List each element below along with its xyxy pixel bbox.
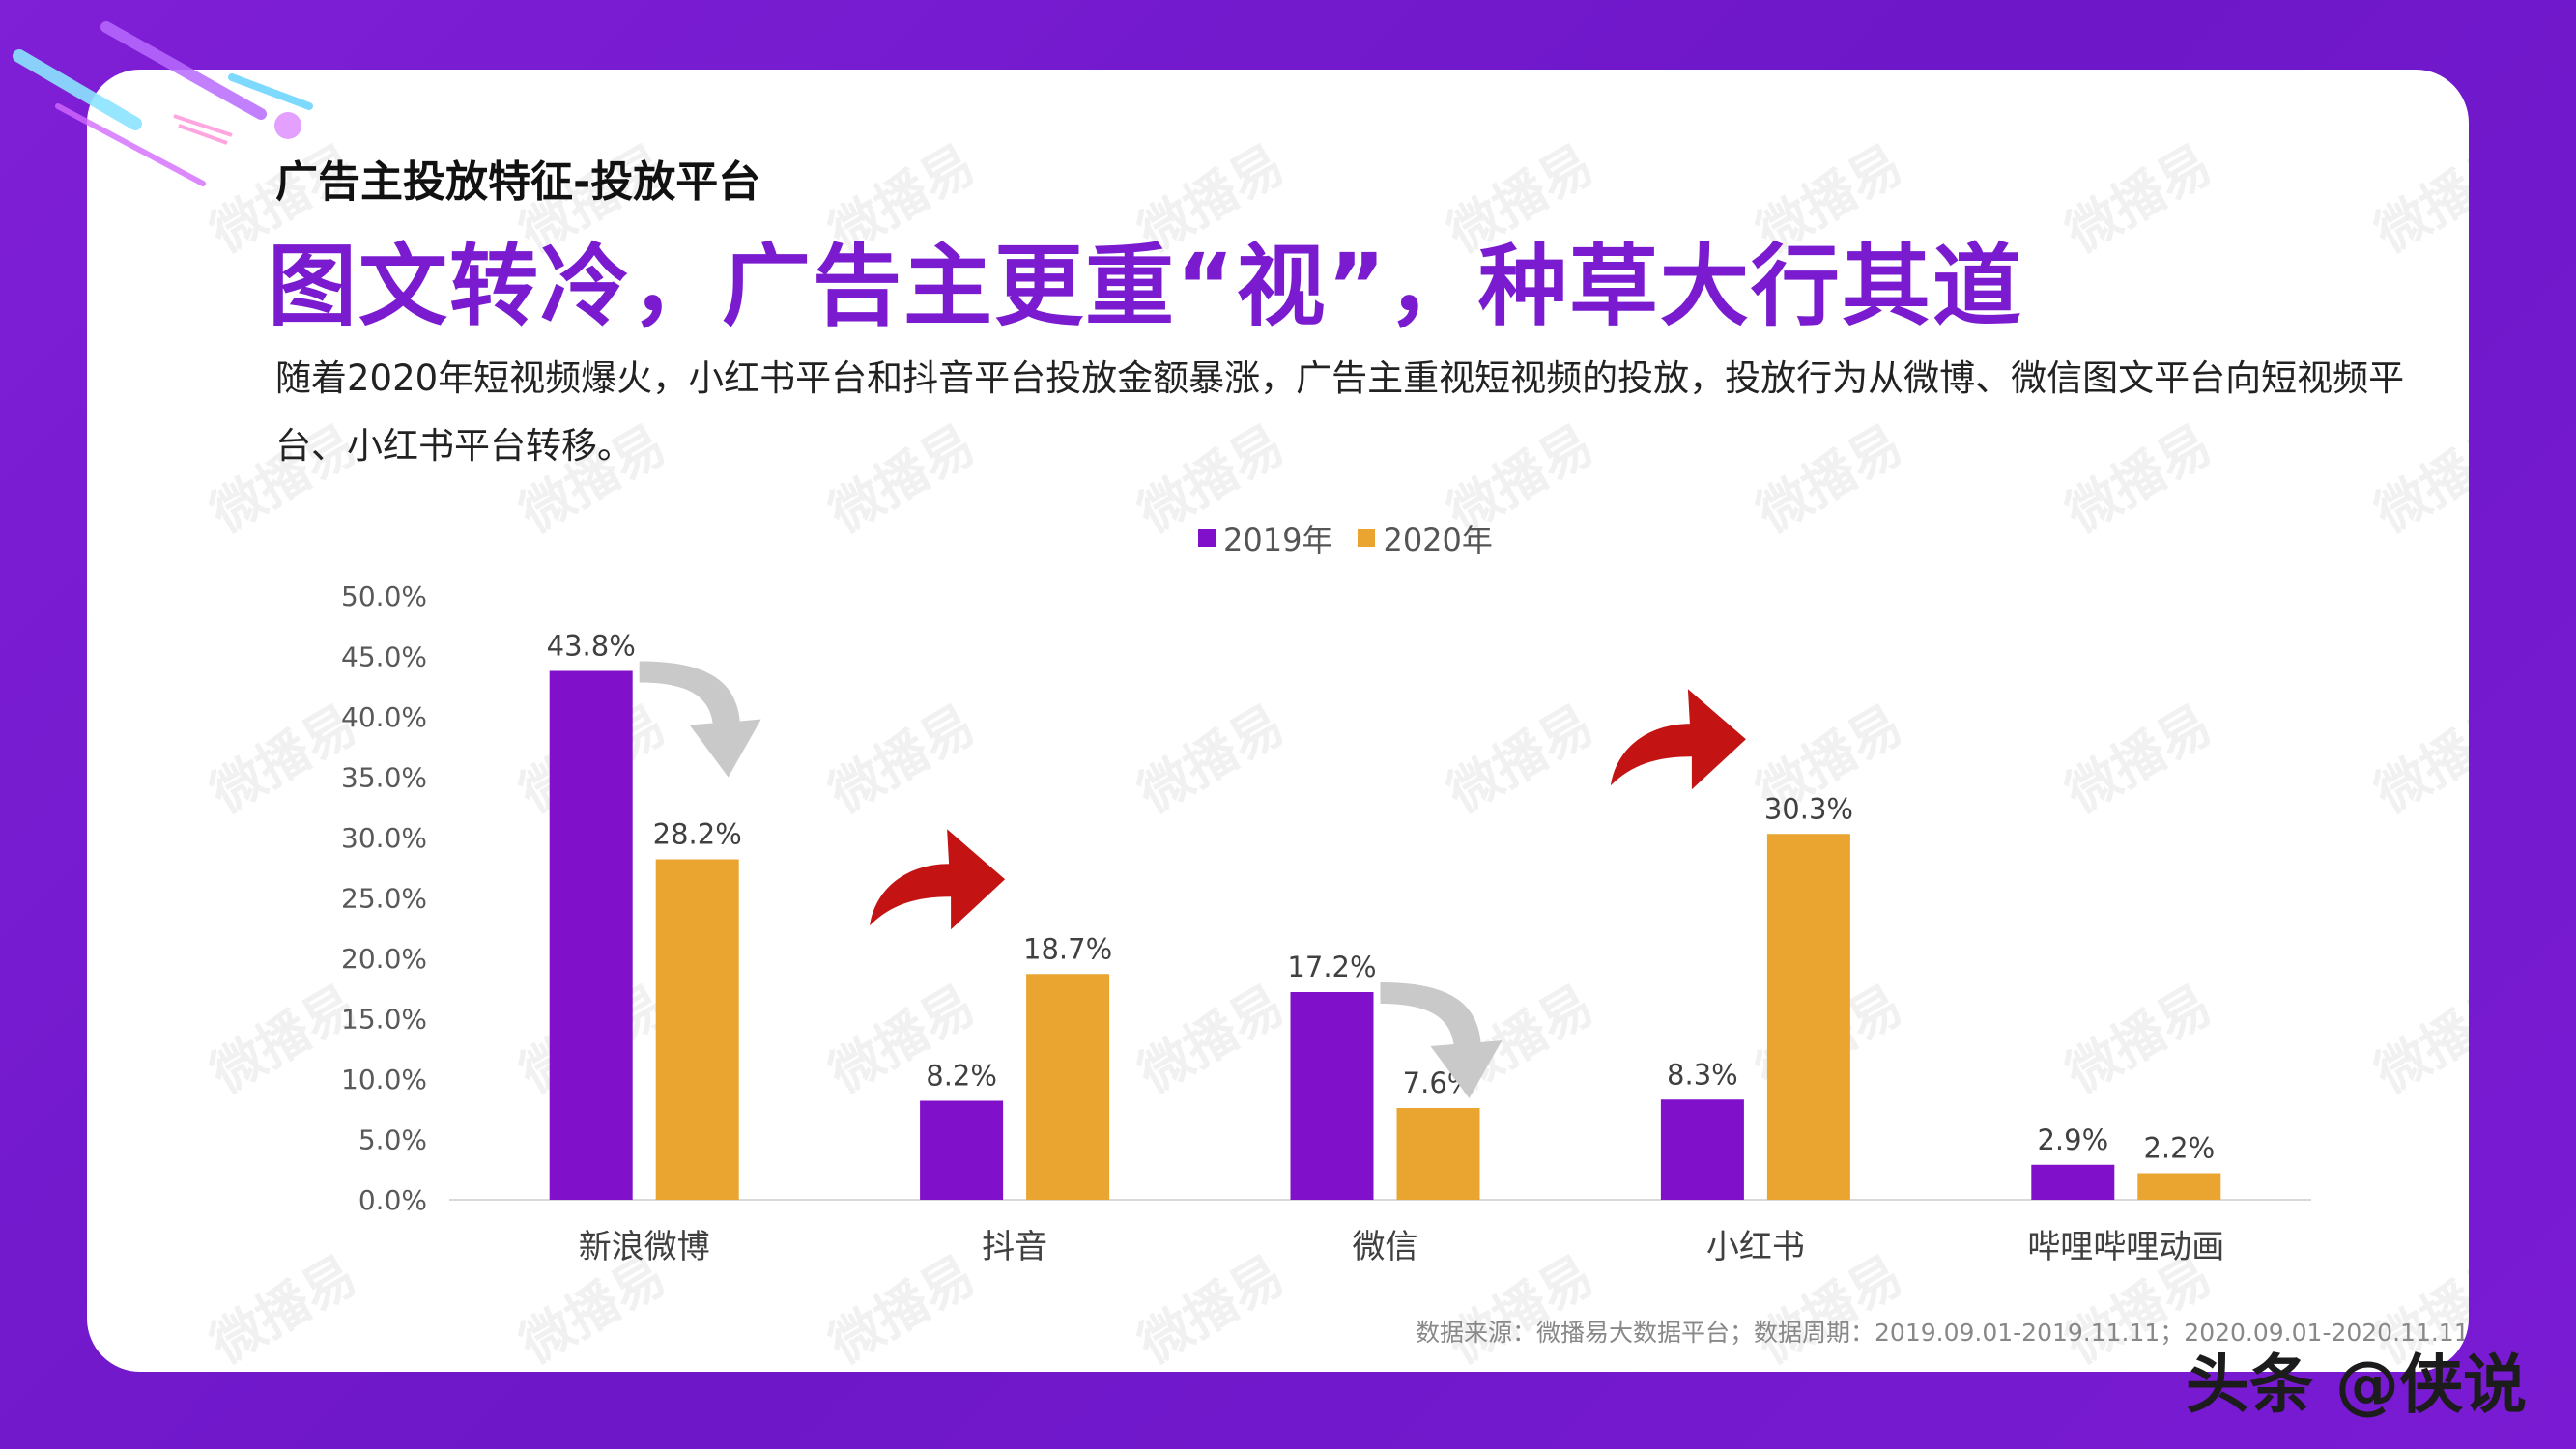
corner-decoration (13, 21, 313, 186)
data-label: 30.3% (1764, 792, 1853, 825)
data-label: 17.2% (1287, 951, 1376, 983)
y-tick-label: 25.0% (341, 883, 427, 915)
bar-2020 (1766, 834, 1850, 1200)
trend-arrow-down (1380, 982, 1503, 1098)
y-tick-label: 30.0% (341, 822, 427, 854)
brand-tag: 头条 @侠说 (2186, 1348, 2527, 1422)
bar-2019 (1660, 1099, 1744, 1200)
data-label: 8.3% (1667, 1058, 1738, 1091)
legend-item-2020: 2020年 (1358, 516, 1493, 560)
data-label: 43.8% (547, 630, 636, 663)
data-label: 28.2% (653, 818, 742, 851)
bar-2020 (2137, 1173, 2221, 1200)
slide-card: 微播易 微播易 微播易 微播易 微播易 微播易 微播易 微播易 微播易 微播易 微播易 微播易 微播易微… (87, 70, 2469, 1372)
data-label: 18.7% (1023, 932, 1112, 965)
legend-label-2019: 2019年 (1223, 522, 1333, 558)
legend-item-2019: 2019年 (1198, 516, 1332, 560)
page-subtitle: 广告主投放特征-投放平台 (275, 157, 761, 207)
trend-arrow-down (639, 661, 761, 778)
page-title: 图文转冷，广告主更重“视”，种草大行其道 (268, 235, 2023, 338)
legend-swatch-2020 (1358, 529, 1376, 547)
trend-arrow-up (870, 829, 1006, 930)
y-tick-label: 5.0% (358, 1124, 427, 1156)
y-tick-label: 50.0% (341, 581, 427, 612)
y-tick-label: 35.0% (341, 762, 427, 794)
bar-2019 (1290, 992, 1374, 1200)
legend-swatch-2019 (1198, 529, 1216, 547)
x-tick-label: 小红书 (1706, 1228, 1805, 1266)
description-text: 随着2020年短视频爆火，小红书平台和抖音平台投放金额暴涨，广告主重视短视频的投… (275, 357, 2405, 467)
x-tick-label: 微信 (1353, 1228, 1418, 1266)
y-tick-label: 0.0% (358, 1184, 427, 1216)
x-tick-label: 新浪微博 (579, 1228, 710, 1266)
legend-label-2020: 2020年 (1383, 522, 1493, 558)
bar-2020 (1026, 974, 1110, 1200)
y-tick-label: 20.0% (341, 943, 427, 975)
y-tick-label: 45.0% (341, 641, 427, 673)
bar-2020 (1396, 1108, 1480, 1200)
y-tick-label: 10.0% (341, 1064, 427, 1095)
bar-2020 (655, 859, 739, 1200)
y-tick-label: 40.0% (341, 701, 427, 733)
trend-arrow-up (1610, 689, 1746, 790)
bar-2019 (549, 670, 633, 1200)
x-tick-label: 抖音 (982, 1228, 1047, 1266)
bar-2019 (920, 1100, 1004, 1200)
x-tick-label: 哔哩哔哩动画 (2027, 1228, 2224, 1266)
data-label: 2.9% (2037, 1123, 2108, 1156)
bar-chart: 0.0% 5.0% 10.0% 15.0% 20.0% 25.0% 30.0% 35.0% 40… (341, 581, 2311, 1266)
bar-2019 (2031, 1164, 2115, 1200)
y-tick-label: 15.0% (341, 1004, 427, 1036)
source-note: 数据来源：微播易大数据平台；数据周期：2019.09.01-2019.11.11… (1416, 1319, 2469, 1347)
data-label: 8.2% (926, 1060, 997, 1093)
data-label: 2.2% (2143, 1132, 2215, 1165)
chart-legend: 2019年 2020年 (1198, 516, 1518, 560)
